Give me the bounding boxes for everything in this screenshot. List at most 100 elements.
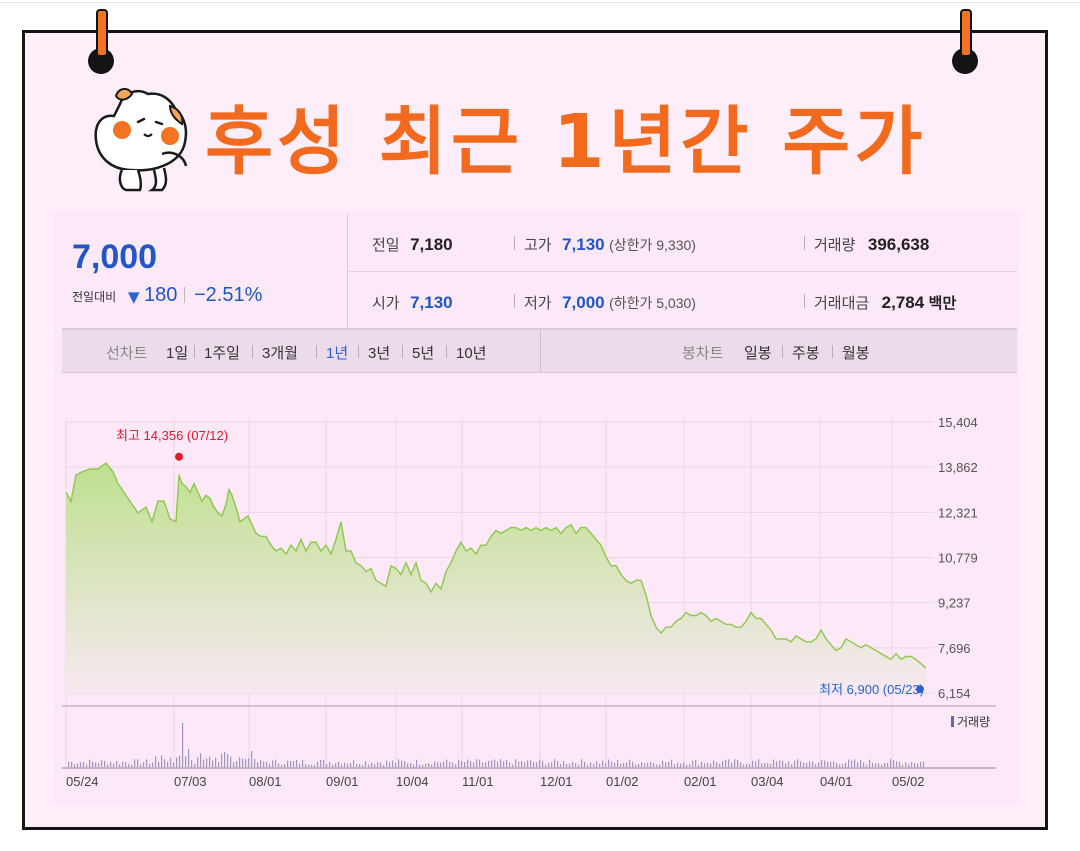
quote-cell: 고가 7,130 (상한가 9,330) xyxy=(524,234,696,255)
volume-bar xyxy=(764,762,766,767)
volume-bar xyxy=(383,764,385,767)
volume-bar xyxy=(815,764,817,767)
volume-bar xyxy=(839,764,841,767)
volume-bar xyxy=(158,761,160,767)
volume-bar xyxy=(353,760,355,767)
price-line xyxy=(65,462,927,669)
volume-bar xyxy=(791,764,793,767)
volume-bar xyxy=(134,759,136,767)
volume-bar xyxy=(245,759,247,767)
volume-bar xyxy=(242,758,244,767)
volume-bar xyxy=(650,761,652,767)
volume-bar xyxy=(611,761,613,767)
volume-bar xyxy=(350,763,352,767)
volume-bar xyxy=(902,764,904,767)
quote-cell: 시가 7,130 xyxy=(372,292,453,313)
volume-bar xyxy=(260,759,262,767)
tab-daily[interactable]: 일봉 xyxy=(744,345,772,362)
tab-divider xyxy=(194,345,195,358)
volume-bar xyxy=(491,760,493,767)
tab-1w[interactable]: 1주일 xyxy=(204,345,240,362)
volume-bar xyxy=(644,763,646,767)
volume-bar xyxy=(722,761,724,767)
tab-divider xyxy=(782,345,783,358)
candle-chart-label: 봉차트 xyxy=(682,345,724,362)
volume-bar xyxy=(284,764,286,767)
volume-bar xyxy=(674,764,676,767)
y-tick-label: 9,237 xyxy=(938,596,971,611)
volume-bar xyxy=(893,760,895,767)
volume-bar xyxy=(527,760,529,767)
tab-5y[interactable]: 5년 xyxy=(412,345,435,362)
volume-bar xyxy=(347,763,349,767)
quote-label: 저가 xyxy=(524,295,552,312)
volume-bar xyxy=(197,757,199,767)
volume-bar xyxy=(878,763,880,767)
tab-monthly[interactable]: 월봉 xyxy=(842,345,870,362)
volume-bar xyxy=(920,761,922,767)
volume-bar xyxy=(758,759,760,767)
quote-cell: 거래량 396,638 xyxy=(814,234,929,255)
change-divider xyxy=(184,287,185,303)
volume-bar xyxy=(860,759,862,767)
volume-bar xyxy=(746,763,748,767)
volume-bar xyxy=(668,761,670,767)
volume-bar xyxy=(590,762,592,767)
volume-bar xyxy=(503,761,505,767)
tab-weekly[interactable]: 주봉 xyxy=(792,345,820,362)
volume-bar xyxy=(368,764,370,767)
volume-bar xyxy=(806,762,808,767)
volume-bar xyxy=(665,762,667,767)
tab-3m[interactable]: 3개월 xyxy=(262,345,298,362)
volume-bar xyxy=(203,759,205,767)
volume-bar xyxy=(905,762,907,767)
volume-bar xyxy=(407,763,409,767)
volume-bar xyxy=(170,757,172,767)
volume-bar xyxy=(818,762,820,767)
volume-bar xyxy=(221,753,223,767)
volume-bar xyxy=(437,762,439,767)
volume-bar xyxy=(587,764,589,767)
volume-bar xyxy=(845,762,847,767)
cell-divider xyxy=(514,294,515,308)
volume-bar xyxy=(881,764,883,767)
volume-bar xyxy=(896,761,898,767)
volume-bar xyxy=(137,759,139,767)
volume-bar xyxy=(680,763,682,767)
tab-1y[interactable]: 1년 xyxy=(326,345,349,362)
volume-bar xyxy=(332,764,334,767)
volume-bar xyxy=(80,762,82,767)
tab-3y[interactable]: 3년 xyxy=(368,345,391,362)
volume-bar xyxy=(143,762,145,767)
volume-bar xyxy=(752,760,754,767)
volume-bar xyxy=(866,764,868,767)
volume-bar xyxy=(794,760,796,767)
volume-bar xyxy=(500,759,502,767)
quote-value: 2,784 xyxy=(881,293,925,312)
volume-bar xyxy=(149,763,151,767)
volume-bar xyxy=(557,761,559,767)
current-price: 7,000 xyxy=(72,238,158,276)
volume-bar xyxy=(194,764,196,767)
volume-bar xyxy=(671,759,673,767)
x-tick-label: 10/04 xyxy=(396,774,429,789)
volume-bar xyxy=(797,759,799,767)
volume-bar xyxy=(398,759,400,767)
volume-bar xyxy=(692,760,694,767)
tab-divider xyxy=(252,345,253,358)
volume-bar xyxy=(482,762,484,767)
high-marker xyxy=(175,452,183,461)
tab-10y[interactable]: 10년 xyxy=(456,345,487,362)
volume-bar xyxy=(464,762,466,767)
volume-bar xyxy=(248,758,250,767)
volume-bar xyxy=(326,764,328,767)
volume-bar xyxy=(329,762,331,767)
volume-bar xyxy=(617,760,619,767)
volume-bar xyxy=(716,762,718,767)
tab-1d[interactable]: 1일 xyxy=(166,345,189,362)
volume-bar xyxy=(215,757,217,767)
volume-bar xyxy=(599,763,601,767)
volume-bar xyxy=(389,762,391,767)
quote-unit: 백만 xyxy=(928,295,957,312)
y-tick-label: 15,404 xyxy=(938,415,978,430)
